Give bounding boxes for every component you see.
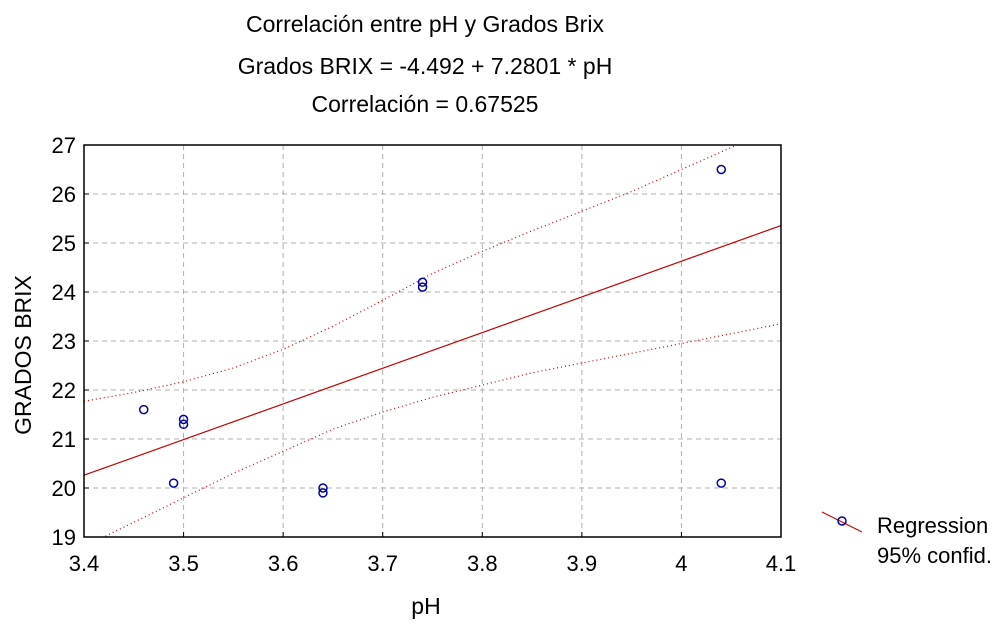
regression-layer xyxy=(83,224,782,476)
data-point xyxy=(417,282,428,292)
legend-point-marker xyxy=(837,516,847,526)
data-point xyxy=(138,404,149,415)
y-axis-title: GRADOS BRIX xyxy=(10,275,36,435)
x-tick-label: 4.1 xyxy=(766,551,797,576)
legend-regression-label: Regression xyxy=(877,513,988,538)
data-point xyxy=(168,478,179,488)
y-tick-label: 21 xyxy=(52,427,76,452)
y-tick-label: 26 xyxy=(52,182,76,207)
y-tick-label: 23 xyxy=(52,329,76,354)
x-tick-label: 3.9 xyxy=(567,551,598,576)
x-tick-label: 3.8 xyxy=(467,551,498,576)
y-tick-label: 22 xyxy=(52,378,76,403)
legend: Regression 95% confid. xyxy=(821,511,992,568)
data-point xyxy=(716,164,727,175)
chart-title: Correlación entre pH y Grados Brix xyxy=(246,11,604,37)
y-tick-label: 20 xyxy=(52,476,76,501)
plot-area-frame xyxy=(83,144,782,538)
data-point xyxy=(178,414,189,425)
regression-line xyxy=(83,224,782,476)
x-axis-title: pH xyxy=(411,593,440,619)
y-tick-label: 24 xyxy=(52,280,76,305)
axis-ticks: 3.4 3.5 3.6 3.7 3.8 3.9 4 4.1 19 20 21 22 23 24 25 26 27 xyxy=(52,133,797,576)
data-point xyxy=(716,478,727,488)
lower-confidence-line xyxy=(102,323,781,537)
data-points xyxy=(138,164,727,498)
x-tick-label: 3.4 xyxy=(69,551,100,576)
legend-regression-line xyxy=(821,511,863,533)
y-tick-label: 25 xyxy=(52,231,76,256)
data-point xyxy=(417,277,428,287)
grid-lines xyxy=(84,145,781,537)
y-tick-label: 19 xyxy=(52,525,76,550)
data-point xyxy=(318,483,328,493)
x-tick-label: 4 xyxy=(675,551,687,576)
chart-subtitle: Grados BRIX = -4.492 + 7.2801 * pH xyxy=(238,53,613,79)
y-tick-label: 27 xyxy=(52,133,76,158)
data-point xyxy=(318,488,328,498)
chart-annotation: Correlación = 0.67525 xyxy=(312,91,539,117)
legend-confidence-label: 95% confid. xyxy=(877,543,992,568)
data-point xyxy=(178,419,189,430)
x-tick-label: 3.5 xyxy=(168,551,199,576)
confidence-band xyxy=(84,145,781,537)
x-tick-label: 3.7 xyxy=(367,551,398,576)
x-tick-label: 3.6 xyxy=(268,551,299,576)
